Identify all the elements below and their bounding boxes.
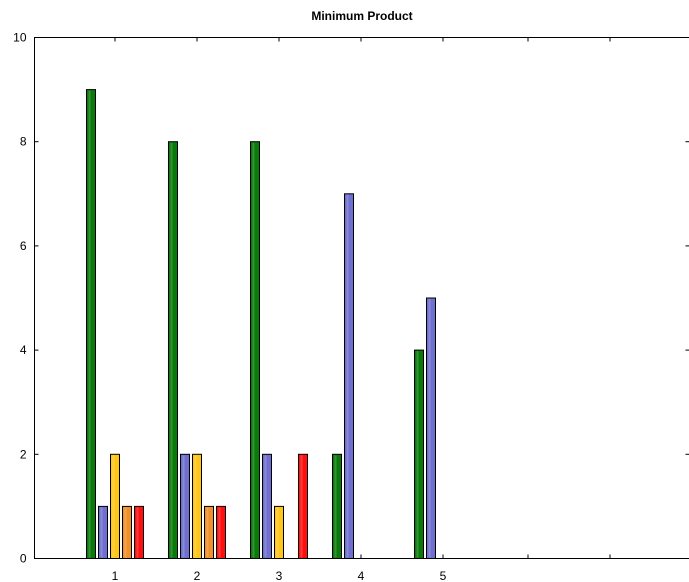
bar-series-2-cat-5: [426, 297, 436, 559]
bar-series-3-cat-3: [274, 505, 284, 559]
bar-series-1-cat-5: [414, 349, 424, 559]
bar-series-5-cat-1: [134, 505, 144, 559]
bar-series-1-cat-2: [168, 141, 178, 559]
bar-series-2-cat-4: [344, 193, 354, 560]
bar-highlight: [136, 507, 139, 558]
bar-highlight: [100, 507, 103, 558]
bar-series-5-cat-3: [298, 453, 308, 559]
bar-highlight: [428, 299, 431, 558]
bar-series-4-cat-1: [122, 505, 132, 559]
plot-area-frame: [34, 37, 689, 559]
x-tick-label: 2: [194, 569, 201, 582]
bar-series-1-cat-1: [86, 89, 96, 559]
bar-series-3-cat-2: [192, 453, 202, 559]
bar-highlight: [264, 455, 267, 558]
bar-series-5-cat-2: [216, 505, 226, 559]
y-tick-label: 10: [13, 31, 27, 45]
bar-series-2-cat-2: [180, 453, 190, 559]
bar-highlight: [300, 455, 303, 558]
chart-title: Minimum Product: [311, 9, 412, 23]
x-tick-label: 5: [440, 569, 447, 582]
bar-highlight: [170, 142, 173, 558]
x-tick-label: 1: [112, 569, 119, 582]
y-tick-label: 8: [20, 135, 27, 149]
bar-highlight: [416, 351, 419, 558]
bar-series-group: [86, 89, 436, 560]
bar-highlight: [346, 194, 349, 558]
bar-highlight: [88, 90, 91, 558]
bar-series-2-cat-1: [98, 505, 108, 559]
bar-highlight: [124, 507, 127, 558]
y-tick-label: 0: [20, 552, 27, 566]
bar-series-1-cat-3: [250, 141, 260, 559]
x-tick-label: 3: [276, 569, 283, 582]
bar-series-2-cat-3: [262, 453, 272, 559]
bar-highlight: [194, 455, 197, 558]
bar-highlight: [276, 507, 279, 558]
y-tick-label: 6: [20, 239, 27, 253]
bar-series-4-cat-2: [204, 505, 214, 559]
bar-highlight: [252, 142, 255, 558]
bar-series-1-cat-4: [332, 453, 342, 559]
bar-highlight: [206, 507, 209, 558]
bar-highlight: [182, 455, 185, 558]
bar-highlight: [112, 455, 115, 558]
y-tick-label: 4: [20, 343, 27, 357]
bar-highlight: [218, 507, 221, 558]
x-axis: 1 2 3 4 5: [112, 37, 611, 582]
bar-highlight: [334, 455, 337, 558]
y-tick-label: 2: [20, 447, 27, 461]
x-tick-label: 4: [358, 569, 365, 582]
bar-series-3-cat-1: [110, 453, 120, 559]
